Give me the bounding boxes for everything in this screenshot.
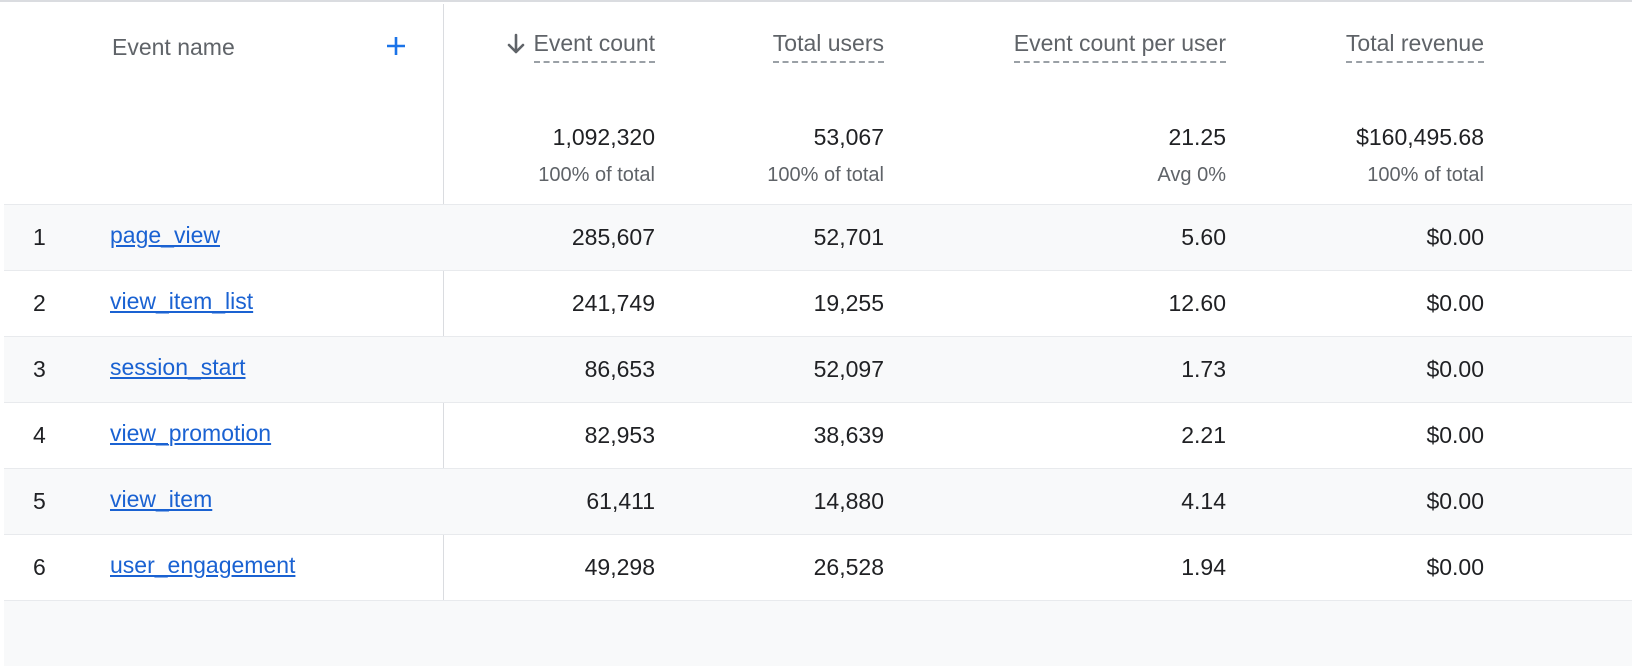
revenue-cell: $0.00 [1426,356,1484,382]
per-user-cell: 1.73 [1181,356,1226,382]
event-link[interactable]: view_item_list [110,288,254,314]
total-users-cell: 19,255 [813,290,884,316]
revenue-cell: $0.00 [1426,422,1484,448]
revenue-cell: $0.00 [1426,554,1484,580]
total-event-count: 1,092,320 [552,124,655,150]
table-header: Event name Event count Total users Event… [4,4,1632,204]
table-row[interactable]: 5 view_item 61,411 14,880 4.14 $0.00 [4,468,1632,534]
total-users-sub: 100% of total [767,164,884,186]
row-index: 1 [33,224,46,250]
event-count-label[interactable]: Event count [533,30,655,63]
event-count-per-user-label[interactable]: Event count per user [1013,30,1226,63]
per-user-cell: 4.14 [1181,488,1226,514]
total-event-count-sub: 100% of total [538,164,655,186]
events-table: Event name Event count Total users Event… [4,4,1632,666]
table-row[interactable]: 3 session_start 86,653 52,097 1.73 $0.00 [4,336,1632,402]
event-count-cell: 49,298 [584,554,655,580]
row-index: 6 [33,554,46,580]
per-user-cell: 2.21 [1181,422,1226,448]
per-user-cell: 5.60 [1181,224,1226,250]
total-users-header[interactable]: Total users [772,30,884,70]
total-revenue-label[interactable]: Total revenue [1345,30,1484,63]
total-users-value: 53,067 [813,124,884,150]
table-row[interactable] [4,600,1632,666]
plus-icon [387,37,405,55]
total-per-user-value: 21.25 [1168,124,1226,150]
revenue-cell: $0.00 [1426,224,1484,250]
event-count-cell: 241,749 [571,290,655,316]
total-users-label[interactable]: Total users [772,30,884,63]
table-row[interactable]: 4 view_promotion 82,953 38,639 2.21 $0.0… [4,402,1632,468]
event-count-cell: 86,653 [584,356,655,382]
total-users-cell: 52,097 [813,356,884,382]
table-row[interactable]: 2 view_item_list 241,749 19,255 12.60 $0… [4,270,1632,336]
total-users-cell: 14,880 [813,488,884,514]
revenue-cell: $0.00 [1426,290,1484,316]
total-users-cell: 26,528 [813,554,884,580]
total-revenue-header[interactable]: Total revenue [1345,30,1484,70]
arrow-down-icon[interactable] [506,33,526,55]
row-index: 5 [33,488,46,514]
row-index: 2 [33,290,46,316]
event-link[interactable]: session_start [110,354,246,380]
top-border [0,0,1632,2]
table-body: 1 page_view 285,607 52,701 5.60 $0.00 2 … [4,204,1632,666]
row-index: 3 [33,356,46,382]
total-revenue-sub: 100% of total [1367,164,1484,186]
total-revenue-value: $160,495.68 [1356,124,1484,150]
total-users-cell: 38,639 [813,422,884,448]
column-divider [443,4,444,608]
event-count-per-user-header[interactable]: Event count per user [1013,30,1226,70]
event-count-cell: 82,953 [584,422,655,448]
event-count-header[interactable]: Event count [506,30,655,70]
total-per-user-sub: Avg 0% [1157,164,1226,186]
total-users-cell: 52,701 [813,224,884,250]
event-link[interactable]: view_promotion [110,420,272,446]
per-user-cell: 12.60 [1168,290,1226,316]
event-name-header[interactable]: Event name [112,34,235,60]
per-user-cell: 1.94 [1181,554,1226,580]
revenue-cell: $0.00 [1426,488,1484,514]
row-index: 4 [33,422,46,448]
event-count-cell: 61,411 [586,488,655,514]
table-row[interactable]: 6 user_engagement 49,298 26,528 1.94 $0.… [4,534,1632,600]
table-row[interactable]: 1 page_view 285,607 52,701 5.60 $0.00 [4,204,1632,270]
event-link[interactable]: view_item [110,486,213,512]
event-link[interactable]: page_view [110,222,220,248]
event-link[interactable]: user_engagement [110,552,296,578]
add-dimension-button[interactable] [380,30,412,62]
event-count-cell: 285,607 [571,224,655,250]
